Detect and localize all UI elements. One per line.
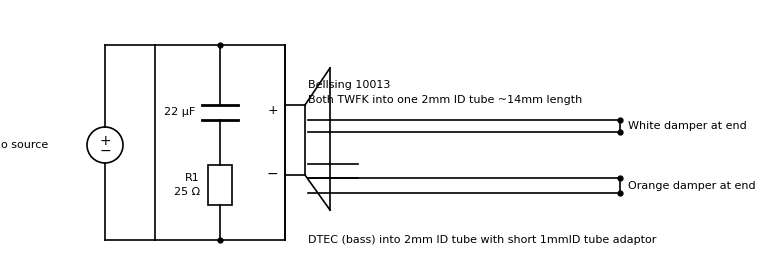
Bar — [285, 105, 305, 175]
Text: −: − — [100, 144, 111, 158]
Text: 22 μF: 22 μF — [163, 107, 195, 117]
Text: +: + — [268, 104, 278, 116]
Text: −: − — [266, 167, 278, 181]
Text: Both TWFK into one 2mm ID tube ~14mm length: Both TWFK into one 2mm ID tube ~14mm len… — [308, 95, 582, 105]
Text: White damper at end: White damper at end — [628, 121, 747, 131]
Text: +: + — [100, 134, 111, 148]
Bar — [208, 165, 232, 205]
Text: R1: R1 — [185, 173, 200, 183]
Text: 25 Ω: 25 Ω — [174, 187, 200, 197]
Text: Orange damper at end: Orange damper at end — [628, 181, 755, 191]
Text: DTEC (bass) into 2mm ID tube with short 1mmID tube adaptor: DTEC (bass) into 2mm ID tube with short … — [308, 235, 657, 245]
Text: Audio source: Audio source — [0, 140, 48, 150]
Text: Bellsing 10013: Bellsing 10013 — [308, 80, 391, 90]
